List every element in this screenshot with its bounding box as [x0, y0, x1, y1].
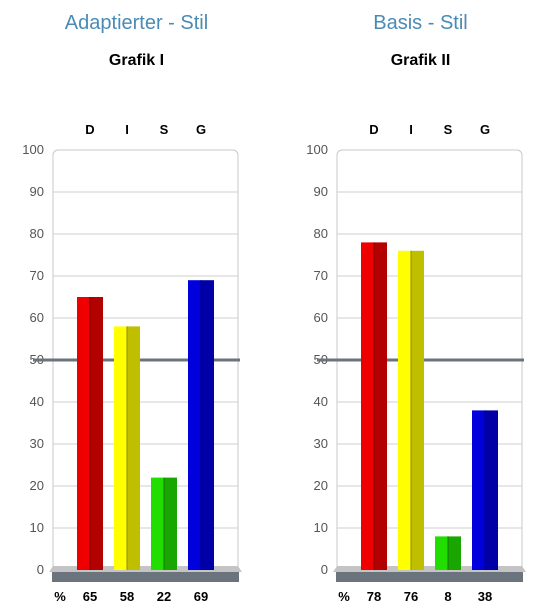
data-label: 69	[194, 589, 208, 604]
bar-face-right	[485, 410, 498, 570]
y-tick-label: 60	[314, 310, 328, 325]
bar-face-left	[114, 326, 127, 570]
y-tick-label: 10	[314, 520, 328, 535]
bar-s	[151, 477, 177, 570]
y-tick-label: 80	[314, 226, 328, 241]
bar-face-right	[448, 536, 461, 570]
bar-d	[77, 297, 103, 570]
y-tick-label: 70	[30, 268, 44, 283]
bar-face-left	[435, 536, 448, 570]
bar-d	[361, 242, 387, 570]
bar-face-right	[127, 326, 140, 570]
bar-face-left	[77, 297, 90, 570]
chart-panel-basis: Basis - Stil Grafik II 01020304050607080…	[284, 0, 546, 611]
chart-subtitle: Grafik I	[108, 52, 165, 69]
bar-i	[398, 250, 424, 571]
data-label: 38	[478, 589, 492, 604]
chart-base	[52, 572, 239, 582]
y-tick-label: 100	[22, 142, 44, 157]
bar-face-left	[188, 280, 201, 570]
data-label: 22	[157, 589, 171, 604]
y-tick-label: 20	[314, 478, 328, 493]
y-tick-label: 0	[321, 562, 328, 577]
y-tick-label: 80	[30, 226, 44, 241]
category-label: I	[125, 122, 129, 137]
bar-g	[472, 410, 498, 570]
bar-i	[114, 326, 140, 570]
category-label: G	[196, 122, 206, 137]
percent-label: %	[54, 589, 66, 604]
bar-face-right	[164, 477, 177, 570]
y-tick-label: 100	[306, 142, 328, 157]
data-label: 65	[83, 589, 97, 604]
y-tick-label: 30	[30, 436, 44, 451]
y-tick-label: 40	[30, 394, 44, 409]
y-tick-label: 40	[314, 394, 328, 409]
data-label: 76	[404, 589, 418, 604]
data-label: 58	[120, 589, 134, 604]
category-label: G	[480, 122, 490, 137]
y-tick-label: 70	[314, 268, 328, 283]
bar-s	[435, 536, 461, 570]
data-label: 8	[444, 589, 451, 604]
category-label: S	[444, 122, 453, 137]
bar-face-left	[151, 477, 164, 570]
category-label: S	[160, 122, 169, 137]
y-tick-label: 10	[30, 520, 44, 535]
bar-face-right	[374, 242, 387, 570]
y-tick-label: 0	[37, 562, 44, 577]
chart-title: Basis - Stil	[373, 12, 468, 34]
data-label: 78	[367, 589, 381, 604]
y-tick-label: 90	[314, 184, 328, 199]
chart-subtitle: Grafik II	[390, 52, 451, 69]
y-tick-label: 60	[30, 310, 44, 325]
y-tick-label: 90	[30, 184, 44, 199]
bar-face-right	[411, 250, 424, 571]
bar-face-right	[90, 297, 103, 570]
y-tick-label: 30	[314, 436, 328, 451]
y-tick-label: 20	[30, 478, 44, 493]
chart-title: Adaptierter - Stil	[64, 12, 209, 34]
bar-face-left	[472, 410, 485, 570]
category-label: D	[369, 122, 378, 137]
chart-base	[336, 572, 523, 582]
chart-panel-adaptiert: Adaptierter - Stil Grafik I 010203040506…	[22, 12, 242, 604]
bar-face-left	[361, 242, 374, 570]
bar-g	[188, 280, 214, 570]
percent-label: %	[338, 589, 350, 604]
category-label: I	[409, 122, 413, 137]
category-label: D	[85, 122, 94, 137]
bar-face-left	[398, 250, 411, 571]
bar-face-right	[201, 280, 214, 570]
